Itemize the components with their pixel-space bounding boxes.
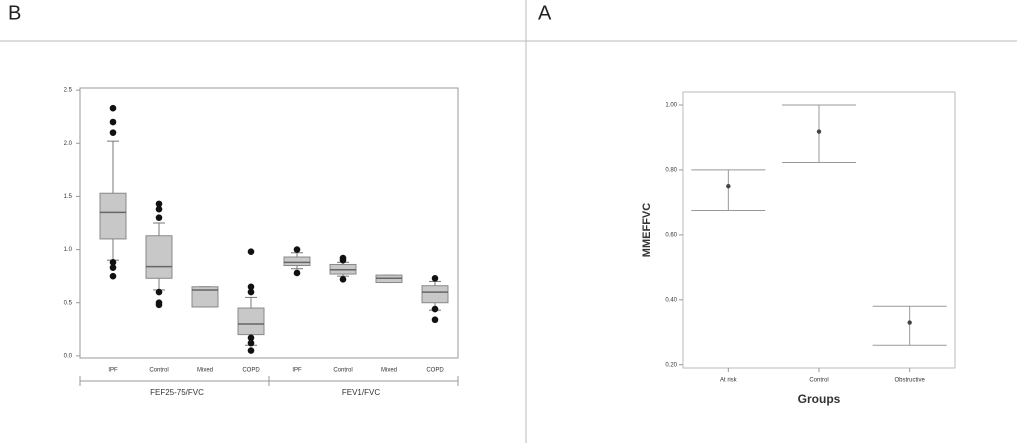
outlier: [293, 269, 301, 277]
outlier: [247, 339, 255, 347]
x-tick-label: Mixed: [197, 368, 213, 374]
outlier: [109, 129, 117, 136]
outlier: [109, 264, 117, 271]
outlier: [109, 259, 117, 266]
y-tick-label: 2.0: [64, 141, 73, 147]
box: [99, 192, 127, 240]
panel-label: A: [538, 2, 552, 24]
x-tick-label: COPD: [242, 368, 260, 374]
outlier: [155, 205, 163, 213]
outlier: [431, 305, 439, 313]
y-tick-label: 0.80: [665, 168, 677, 174]
x-tick-label: COPD: [426, 368, 444, 374]
panel-label: B: [8, 2, 21, 24]
mean-point: [726, 183, 731, 189]
box: [421, 285, 449, 304]
outlier: [247, 283, 255, 291]
outlier: [109, 118, 117, 126]
outlier: [247, 347, 255, 354]
y-tick-label: 2.5: [64, 88, 73, 94]
mean-point: [907, 320, 912, 325]
x-tick-label: IPF: [108, 368, 118, 374]
outlier: [155, 214, 163, 221]
outlier: [339, 276, 347, 283]
outlier: [247, 334, 255, 342]
x-tick-label: Mixed: [381, 368, 397, 374]
y-axis-label: MMEFFVC: [641, 203, 653, 257]
outlier: [109, 272, 117, 280]
y-tick-label: 1.0: [64, 247, 73, 253]
outlier: [431, 274, 439, 282]
y-tick-label: 1.5: [64, 194, 73, 200]
group-label: FEF25-75/FVC: [150, 388, 204, 397]
group-label: FEV1/FVC: [342, 388, 380, 397]
outlier: [155, 288, 163, 296]
outlier: [155, 301, 163, 309]
x-tick-label: IPF: [292, 368, 302, 374]
box: [237, 307, 265, 336]
outlier: [339, 256, 347, 264]
outlier: [109, 104, 117, 112]
outlier: [247, 288, 255, 296]
y-tick-label: 0.40: [665, 297, 677, 303]
x-tick-label: At risk: [720, 378, 738, 384]
x-tick-label: Control: [149, 368, 168, 374]
x-tick-label: Control: [333, 368, 352, 374]
x-axis-label: Groups: [798, 392, 841, 406]
box: [191, 286, 219, 308]
outlier: [155, 200, 163, 208]
y-tick-label: 1.00: [665, 103, 677, 109]
outlier: [431, 316, 439, 324]
outlier: [247, 248, 255, 256]
y-tick-label: 0.20: [665, 362, 677, 368]
plot-frame: [79, 87, 459, 359]
y-tick-label: 0.0: [64, 353, 73, 359]
x-tick-label: Obstructive: [894, 378, 925, 384]
mean-point: [816, 129, 822, 134]
y-tick-label: 0.5: [64, 300, 73, 306]
y-tick-label: 0.60: [665, 232, 677, 238]
outlier: [293, 246, 301, 253]
x-tick-label: Control: [809, 378, 828, 384]
box: [145, 235, 173, 279]
box: [283, 256, 311, 267]
